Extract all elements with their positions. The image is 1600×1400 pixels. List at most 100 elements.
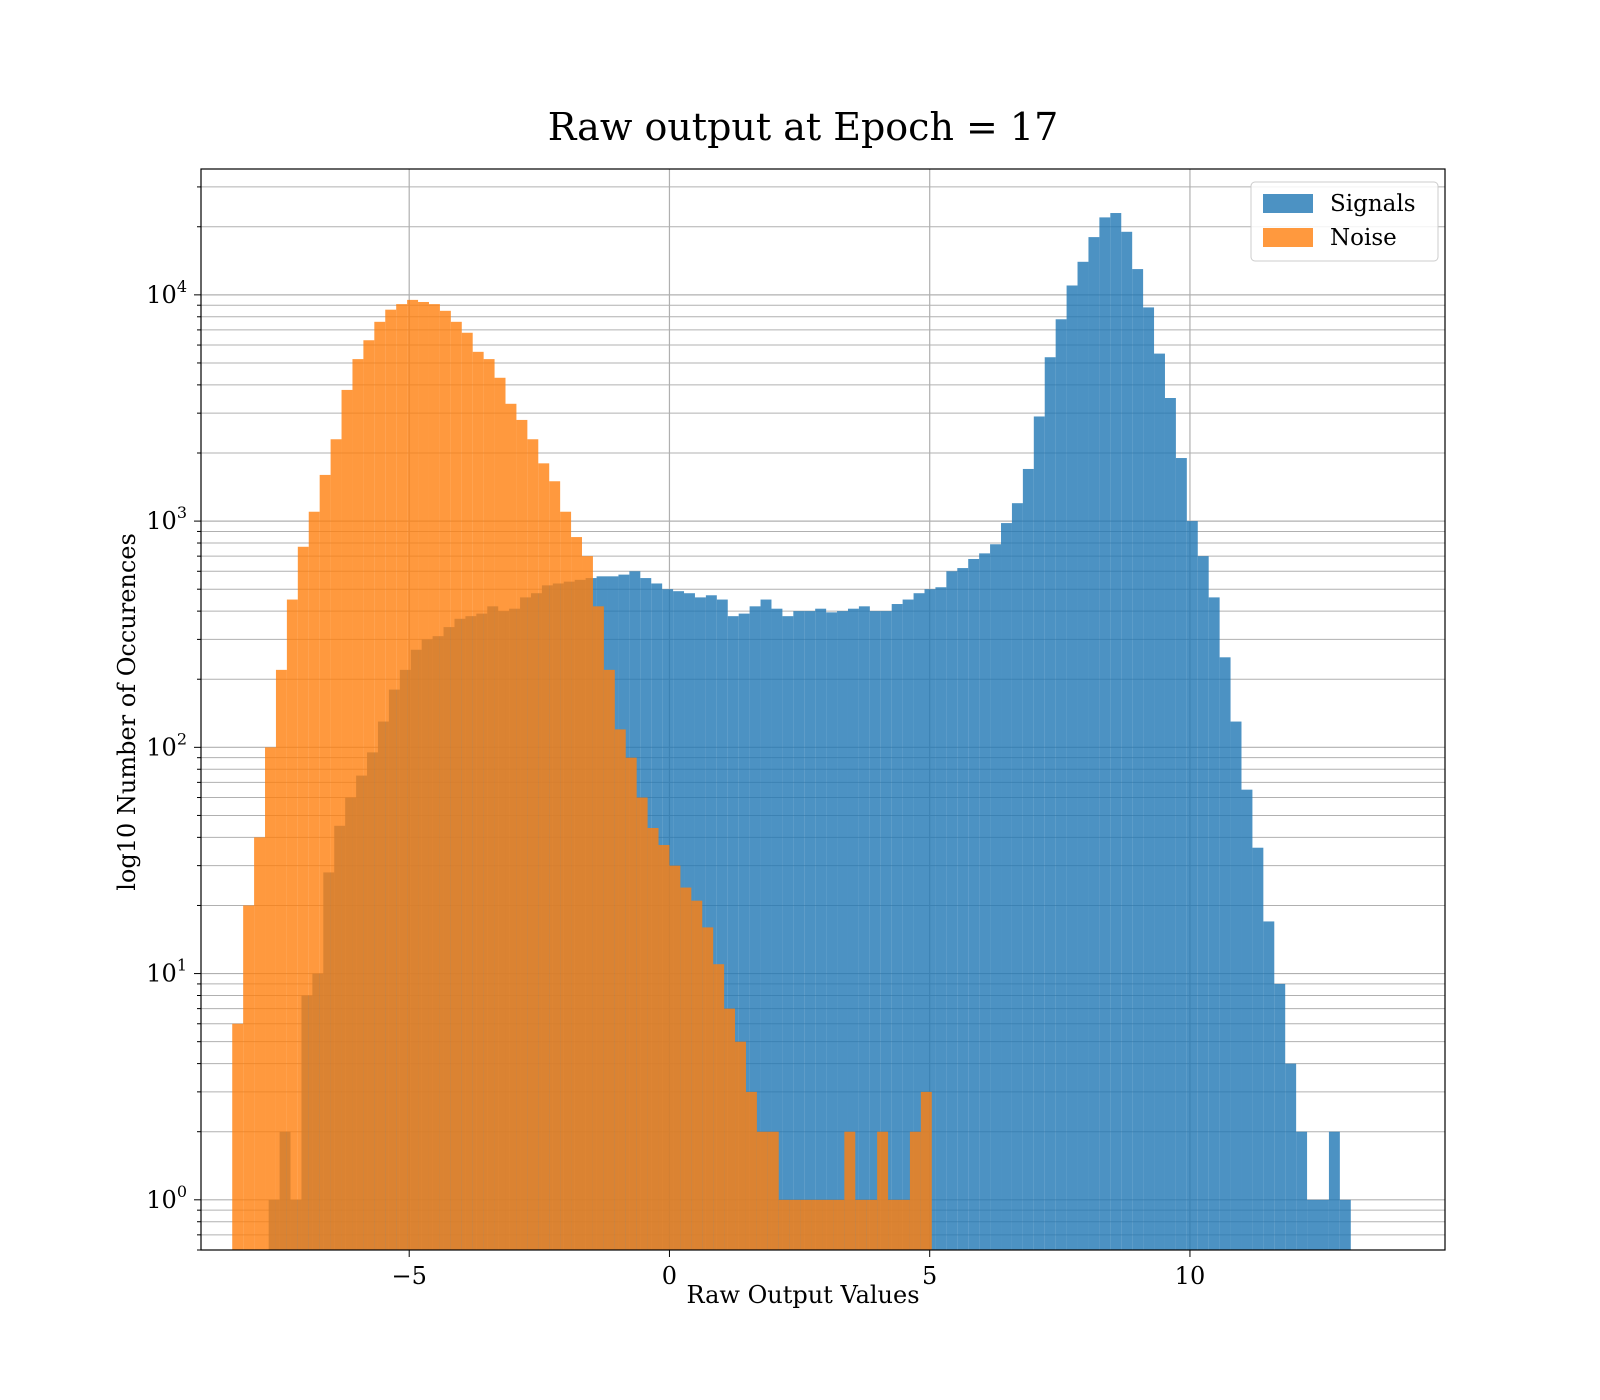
bars [232,213,1351,1251]
bar-noise [265,747,276,1250]
y-tick-label: 101 [146,956,187,988]
bar-signals [1154,353,1165,1251]
bar-signals [749,606,761,1250]
bar-signals [1197,556,1209,1250]
bar-noise [625,757,637,1250]
bar-signals [793,611,805,1250]
bar-noise [275,669,287,1250]
bar-signals [1132,269,1144,1250]
bar-noise [494,377,506,1250]
plot-frame [200,168,1446,1251]
bar-signals [1252,847,1264,1250]
bar-noise [571,537,583,1250]
bar-signals [815,608,827,1250]
bar-signals [782,616,794,1250]
bar-signals [1022,468,1034,1250]
bar-signals [837,611,848,1250]
bar-signals [935,587,947,1250]
bar-signals [957,568,969,1250]
x-tick-label: −5 [392,1262,427,1290]
chart-title: Raw output at Epoch = 17 [548,105,1059,149]
bar-noise [789,1199,801,1250]
bar-noise [844,1131,856,1250]
bar-signals [1241,789,1253,1250]
bar-noise [243,905,255,1250]
bar-signals [1307,1199,1318,1250]
bar-signals [1055,319,1067,1250]
bar-noise [461,332,473,1250]
bar-signals [804,611,816,1250]
bar-signals [979,553,991,1250]
bar-noise [286,599,298,1250]
bar-noise [920,1091,932,1250]
bar-noise [560,511,572,1251]
y-axis-label: log10 Number of Occurences [113,533,141,891]
bar-signals [1230,721,1242,1250]
x-tick-label: 10 [1175,1262,1206,1290]
bar-noise [811,1199,823,1250]
bar-noise [582,556,593,1250]
bar-signals [1077,261,1089,1250]
bar-signals [1033,416,1045,1250]
bar-noise [341,389,353,1251]
bar-signals [1274,983,1286,1250]
legend: Signals Noise [1250,181,1439,262]
bar-noise [855,1199,867,1250]
bar-noise [822,1199,834,1250]
x-tick-label: 0 [662,1262,677,1290]
bar-signals [1044,357,1056,1250]
bar-noise [450,321,462,1250]
bar-signals [869,611,881,1250]
bar-signals [738,613,750,1250]
bar-noise [407,299,419,1250]
bar-signals [902,599,914,1250]
bar-noise [418,301,429,1250]
bar-noise [636,797,648,1250]
bar-noise [363,340,375,1250]
bar-noise [756,1131,768,1250]
bar-signals [1219,657,1231,1250]
bar-noise [297,546,309,1250]
bar-noise [603,669,615,1250]
bar-noise [505,403,517,1250]
axis-ticks: −5 0 5 10 100 101 102 103 104 [146,186,1206,1290]
bar-signals [760,599,772,1250]
bar-signals [705,595,717,1250]
bar-signals [1175,458,1187,1250]
bar-noise [691,900,703,1250]
bar-noise [680,887,692,1250]
bar-signals [716,599,728,1250]
bar-noise [396,304,408,1250]
y-tick-label: 104 [146,277,187,309]
y-tick-label: 102 [146,729,187,761]
bar-signals [924,589,936,1250]
bar-noise [538,463,550,1250]
bar-signals [1208,597,1220,1250]
y-tick-label: 103 [146,503,187,535]
bar-signals [891,604,903,1250]
legend-swatch-signals [1263,194,1313,213]
bar-noise [778,1199,790,1250]
legend-swatch-noise [1263,228,1313,247]
bar-noise [767,1131,779,1250]
bar-noise [308,511,320,1251]
bar-noise [472,351,484,1250]
bar-signals [727,616,739,1250]
bar-signals [1164,398,1176,1250]
bar-signals [1285,1063,1297,1250]
bar-noise [439,310,451,1251]
bar-noise [877,1131,889,1250]
bar-signals [1339,1199,1351,1250]
bar-noise [647,827,659,1250]
bar-signals [990,544,1002,1250]
bar-noise [866,1199,878,1250]
bar-signals [1110,213,1122,1250]
bar-noise [614,729,626,1250]
bar-noise [592,606,604,1250]
bar-noise [669,865,681,1250]
bar-signals [1011,503,1023,1250]
bar-noise [330,439,342,1251]
bar-noise [483,359,495,1251]
bar-noise [352,359,364,1251]
